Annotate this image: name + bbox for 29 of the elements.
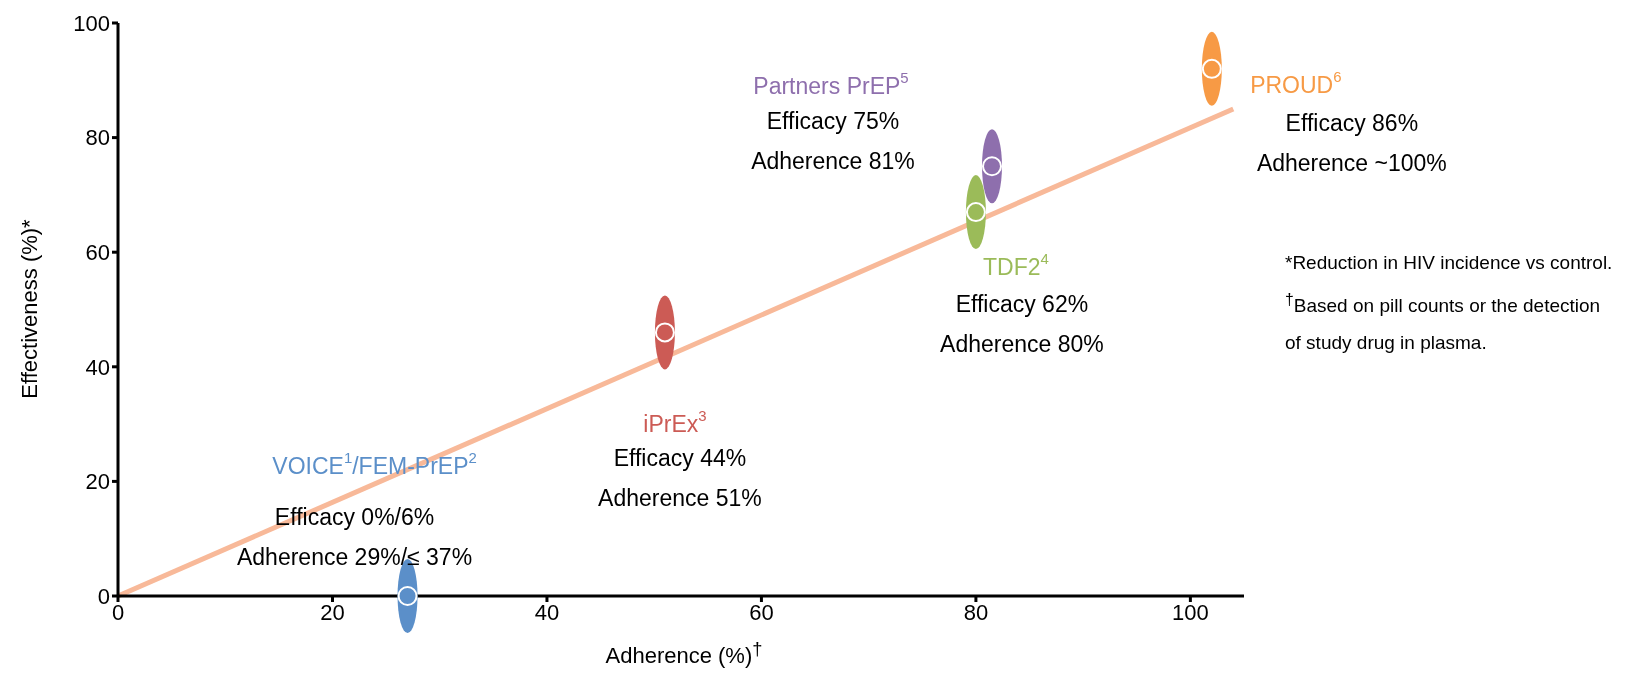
text: iPrEx$^{3}$ (643, 407, 707, 438)
y-tick-label: 40 (85, 354, 110, 380)
series-label: TDF2$^{4}$ (983, 250, 1049, 281)
annotation: Efficacy 62% Adherence 80% (940, 291, 1104, 358)
x-tick-label: 40 (534, 599, 560, 625)
text: Efficacy 86% Adherence ~100% (1256, 109, 1447, 176)
text: Partners PrEP$^{5}$ (753, 69, 909, 100)
point (654, 322, 675, 343)
y-tick-label: 80 (85, 125, 110, 151)
x-tick-label: 100 (1172, 599, 1209, 625)
x-tick-label: 80 (963, 599, 989, 625)
point (397, 586, 418, 606)
text: *Reduction in HIV incidence vs control. (1285, 251, 1614, 275)
point (1201, 58, 1222, 79)
x-tick-label: 20 (320, 599, 345, 625)
y-tick-label: 100 (73, 10, 110, 36)
annotation: Efficacy 75% Adherence 81% (751, 108, 915, 175)
y-tick-label: 60 (85, 240, 110, 266)
point (981, 156, 1002, 177)
x-axis-title: Adherence (%)$^{†}$ (604, 638, 764, 670)
y-tick-label: 20 (85, 469, 110, 495)
annotation: Efficacy 0%/6% Adherence 29%/≤ 37% (236, 504, 473, 571)
annotation: Efficacy 44% Adherence 51% (598, 445, 762, 512)
y-tick-label: 0 (97, 583, 110, 609)
series-label: PROUD$^{6}$ (1250, 68, 1342, 98)
point (965, 202, 986, 223)
x-tick-label: 60 (749, 599, 774, 625)
y-axis-title: Effectiveness (%)* (17, 218, 43, 401)
text: $^{†}$Based on pill counts or the detection of study drug in plasma. (1285, 290, 1602, 356)
